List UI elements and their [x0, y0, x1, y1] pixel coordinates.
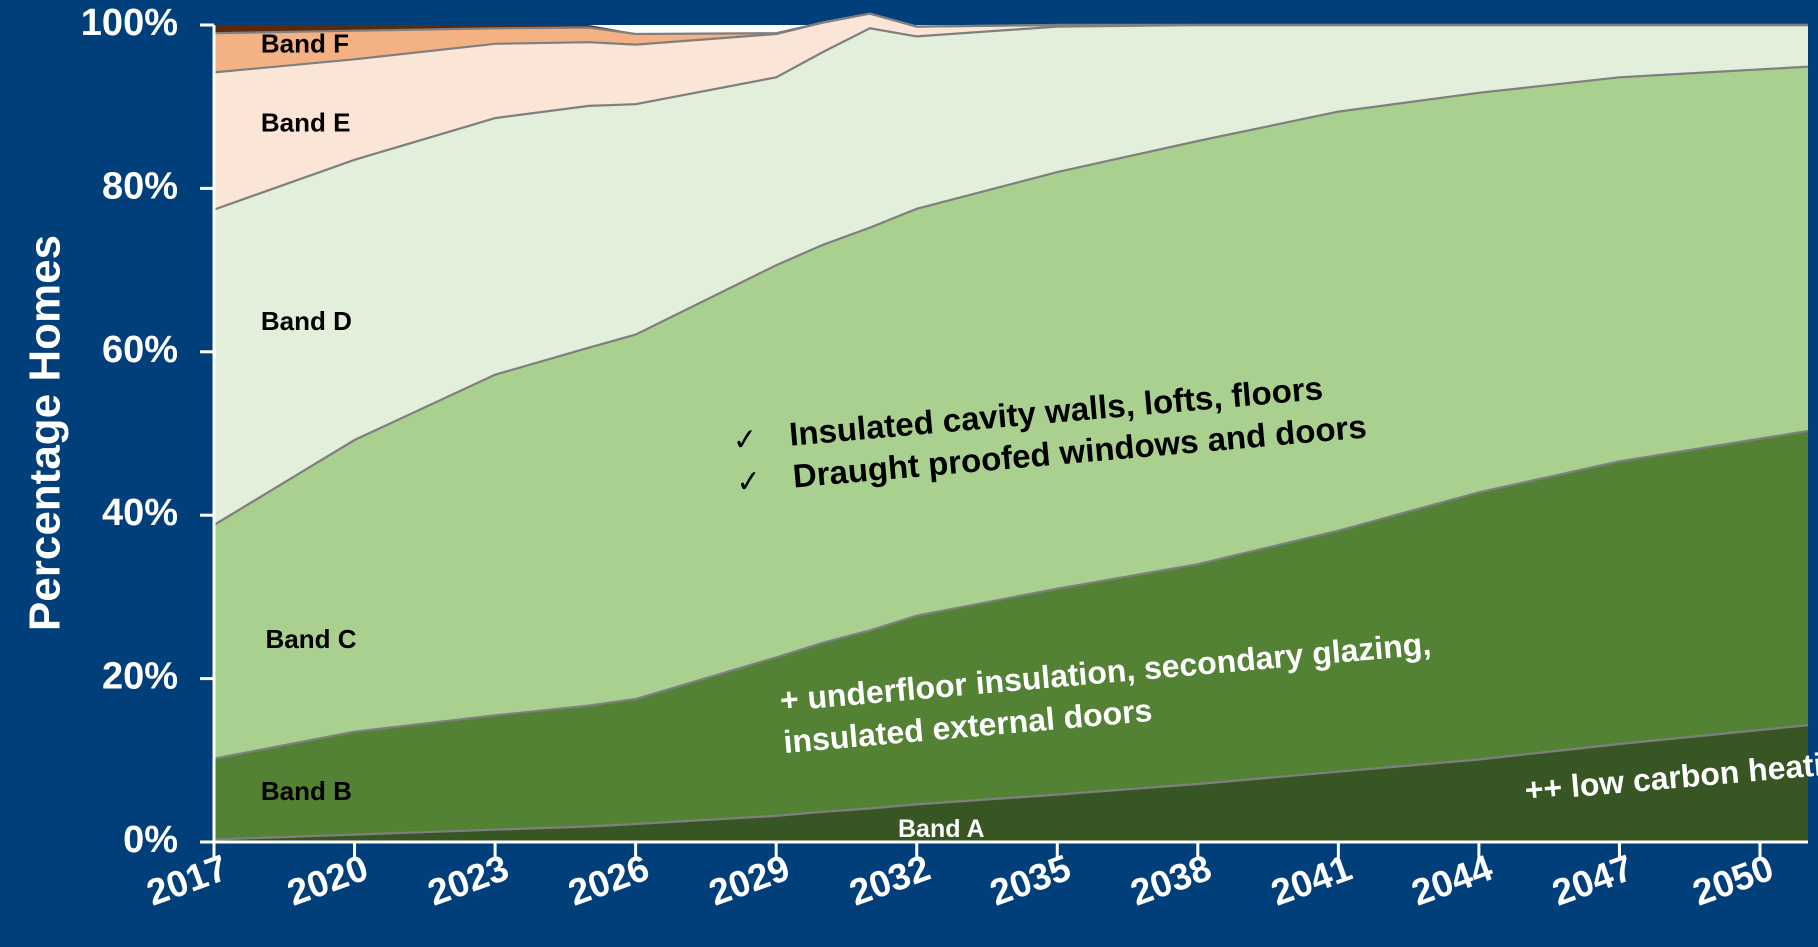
x-tick-label: 2050	[1687, 847, 1778, 914]
y-axis-label: Percentage Homes	[21, 235, 70, 631]
band-boundary-lines	[213, 12, 1809, 841]
area-band-c	[214, 66, 1808, 759]
area-band-d	[214, 25, 1808, 525]
band-label-band-d: Band D	[261, 306, 352, 336]
x-tick-label: 2032	[844, 847, 935, 914]
band-areas	[214, 13, 1808, 842]
boundary-band-a	[213, 724, 1809, 841]
band-labels: Band F Band E Band D Band C Band B Band A	[261, 28, 985, 843]
y-tick-label: 0%	[123, 819, 178, 861]
band-label-band-c: Band C	[266, 624, 357, 654]
x-tick-label: 2047	[1547, 847, 1638, 914]
boundary-band-f	[213, 12, 1808, 36]
x-tick-labels: 2017 2020 2023 2026 2029 2032 2035 2038 2041 2044…	[141, 842, 1779, 914]
x-tick-label: 2044	[1406, 847, 1498, 914]
band-label-band-b: Band B	[261, 776, 352, 806]
y-tick-label: 80%	[102, 165, 178, 207]
x-tick-label: 2038	[1125, 847, 1216, 914]
boundary-band-b	[213, 429, 1809, 760]
y-tick-label: 40%	[102, 492, 178, 534]
x-tick-label: 2020	[282, 847, 373, 914]
axes	[212, 25, 1808, 844]
y-tick-label: 100%	[81, 2, 178, 44]
x-tick-label: 2023	[422, 847, 513, 914]
boundary-band-c	[213, 65, 1809, 526]
y-tick-label: 20%	[102, 656, 178, 698]
band-label-band-f: Band F	[261, 28, 349, 58]
check-icon: ✓	[731, 422, 759, 459]
x-tick-label: 2029	[704, 847, 795, 914]
area-band-e	[214, 13, 1808, 210]
x-tick-label: 2026	[563, 847, 654, 914]
y-tick-labels: 0% 20% 40% 60% 80% 100%	[81, 2, 214, 861]
x-tick-label: 2035	[985, 847, 1076, 914]
x-tick-label: 2041	[1266, 847, 1357, 914]
y-tick-label: 60%	[102, 329, 178, 371]
area-band-b	[214, 431, 1808, 840]
area-band-a	[214, 725, 1808, 842]
check-icon: ✓	[735, 463, 763, 500]
band-label-band-a: Band A	[898, 815, 985, 843]
band-label-band-e: Band E	[261, 108, 351, 138]
